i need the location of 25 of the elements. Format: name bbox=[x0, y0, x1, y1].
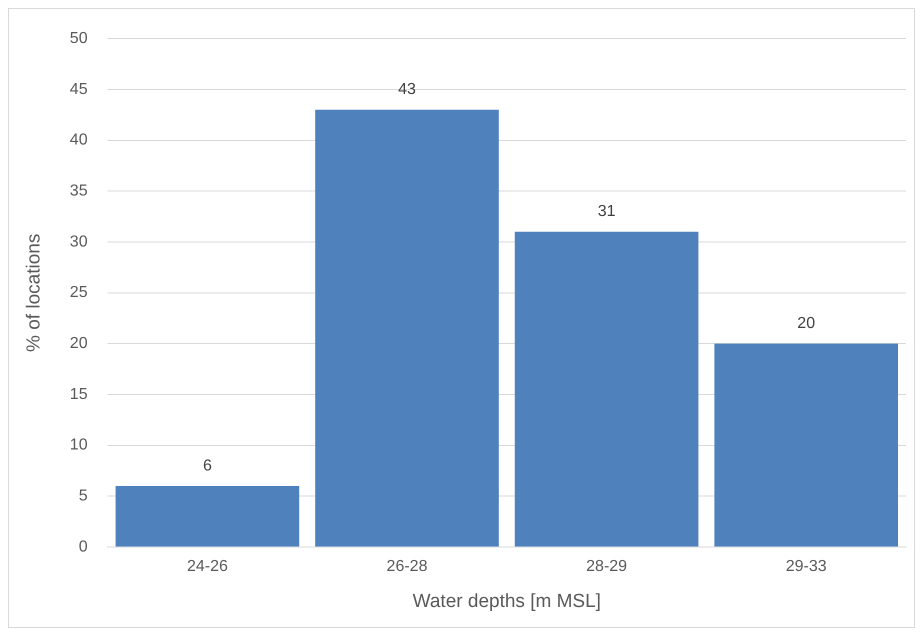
bar bbox=[315, 110, 499, 546]
x-axis-title: Water depths [m MSL] bbox=[412, 590, 601, 612]
y-tick-label: 50 bbox=[70, 30, 88, 48]
bar bbox=[714, 344, 898, 546]
data-label: 43 bbox=[398, 81, 416, 98]
y-tick-label: 10 bbox=[70, 436, 88, 454]
y-tick-label: 15 bbox=[70, 386, 88, 403]
y-tick-label: 20 bbox=[70, 335, 88, 352]
y-tick-label: 35 bbox=[70, 182, 88, 200]
x-tick-label: 24-26 bbox=[186, 558, 228, 576]
x-tick-label: 26-28 bbox=[386, 558, 428, 576]
y-tick-label: 45 bbox=[70, 80, 88, 98]
data-label: 6 bbox=[202, 457, 212, 474]
y-tick-label: 40 bbox=[70, 132, 88, 149]
x-tick-label: 28-29 bbox=[586, 558, 628, 576]
bar bbox=[514, 232, 698, 546]
y-tick-label: 25 bbox=[70, 284, 88, 302]
y-tick-label: 30 bbox=[70, 233, 88, 250]
x-tick-label: 29-33 bbox=[786, 558, 827, 576]
data-label: 20 bbox=[797, 315, 816, 332]
data-label: 31 bbox=[598, 203, 616, 220]
y-tick-label: 5 bbox=[78, 488, 88, 505]
y-tick-label: 0 bbox=[78, 538, 88, 556]
bar bbox=[116, 486, 300, 546]
y-axis-title: % of locations bbox=[24, 234, 45, 352]
